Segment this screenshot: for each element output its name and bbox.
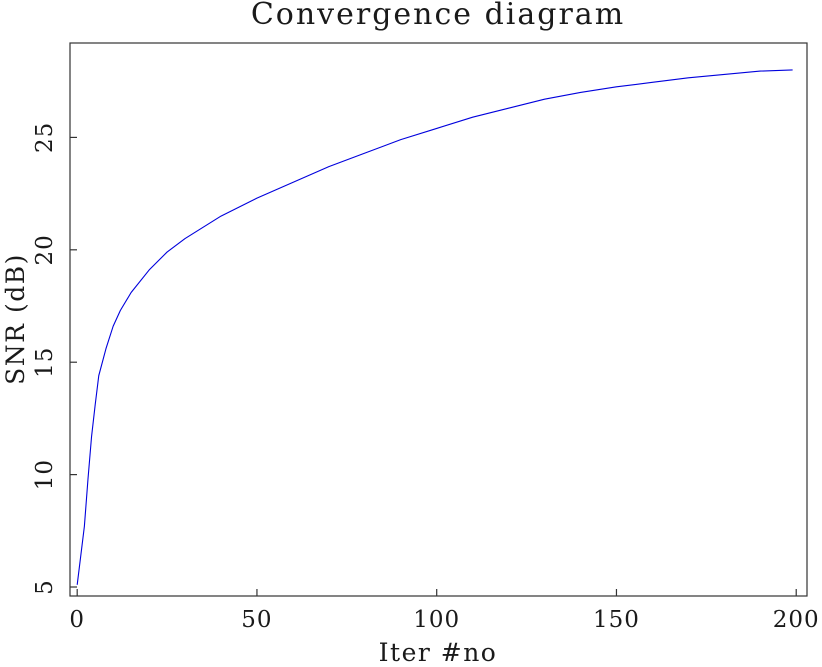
x-tick-label: 100 bbox=[413, 607, 460, 633]
x-axis-label: Iter #no bbox=[379, 638, 498, 667]
snr-series-line bbox=[76, 69, 793, 585]
x-tick-label: 200 bbox=[773, 607, 820, 633]
chart-title: Convergence diagram bbox=[251, 0, 625, 32]
x-tick-label: 0 bbox=[69, 607, 85, 633]
y-tick-label: 25 bbox=[32, 122, 58, 153]
y-axis-label: SNR (dB) bbox=[1, 253, 30, 385]
y-axis: 5 10 15 20 25 bbox=[32, 122, 77, 595]
plot-frame bbox=[69, 42, 808, 597]
y-tick-label: 20 bbox=[32, 234, 58, 265]
y-tick-label: 5 bbox=[32, 579, 58, 595]
y-tick-label: 15 bbox=[32, 347, 58, 378]
x-tick-label: 50 bbox=[241, 607, 272, 633]
series-group bbox=[76, 69, 793, 585]
x-tick-label: 150 bbox=[593, 607, 640, 633]
y-tick-label: 10 bbox=[32, 459, 58, 490]
x-axis: 0 50 100 150 200 bbox=[69, 589, 819, 633]
